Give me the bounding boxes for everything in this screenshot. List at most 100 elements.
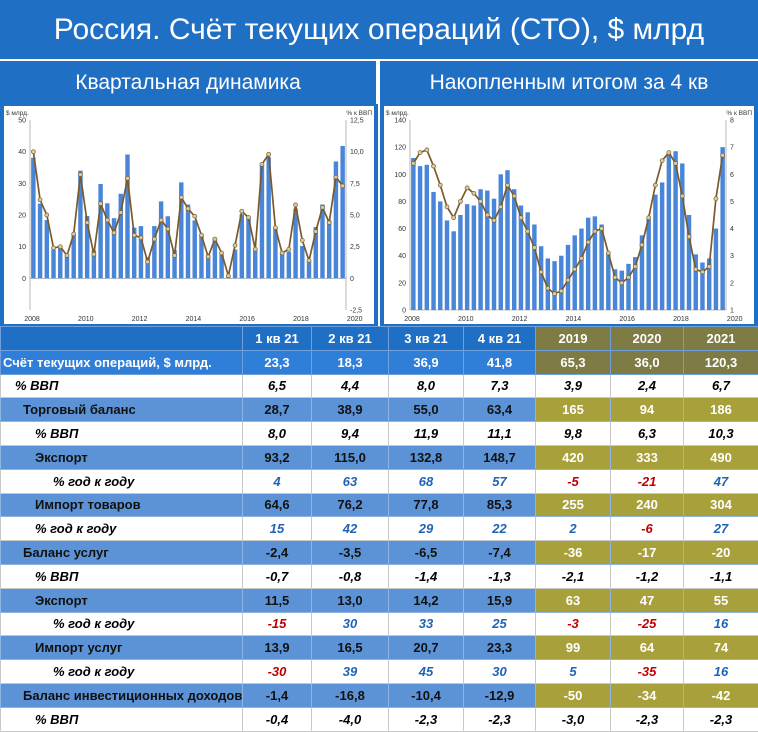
table-cell: 99 — [536, 636, 611, 660]
table-cell: -15 — [243, 612, 312, 636]
table-cell: 9,4 — [312, 422, 389, 446]
y-axis-title: $ млрд. — [386, 110, 409, 117]
series-marker — [647, 216, 651, 220]
chart-bar — [512, 189, 516, 310]
table-cell: 6,7 — [684, 374, 758, 398]
series-marker — [260, 162, 264, 166]
table-cell: 39 — [312, 660, 389, 684]
x-tick-label: 2008 — [24, 316, 40, 323]
chart-bar — [31, 158, 35, 279]
table-cell: 57 — [464, 469, 536, 493]
x-tick-label: 2018 — [673, 316, 689, 323]
series-marker — [425, 148, 429, 152]
series-marker — [125, 176, 129, 180]
table-cell: -0,4 — [243, 707, 312, 731]
chart-bar — [552, 261, 556, 310]
chart-bar — [280, 253, 284, 279]
table-cell: 22 — [464, 517, 536, 541]
chart-bar — [431, 192, 435, 310]
table-cell: -6,5 — [389, 541, 464, 565]
table-cell: -7,4 — [464, 541, 536, 565]
table-cell: 8,0 — [389, 374, 464, 398]
series-marker — [667, 151, 671, 155]
table-row: Баланс инвестиционных доходов-1,4-16,8-1… — [1, 683, 758, 707]
chart-bar — [45, 220, 49, 278]
x-tick-label: 2016 — [239, 316, 255, 323]
table-cell: -6 — [611, 517, 684, 541]
table-cell: 165 — [536, 398, 611, 422]
chart-bar — [139, 226, 143, 278]
table-cell: 38,9 — [312, 398, 389, 422]
table-cell: 132,8 — [389, 445, 464, 469]
table-cell: 120,3 — [684, 350, 758, 374]
chart-bar — [626, 264, 630, 310]
y-tick-label: 20 — [18, 213, 26, 220]
series-marker — [45, 213, 49, 217]
series-marker — [146, 260, 150, 264]
table-cell: -2,3 — [684, 707, 758, 731]
x-tick-label: 2016 — [619, 316, 635, 323]
series-marker — [199, 233, 203, 237]
series-marker — [65, 254, 69, 258]
series-marker — [78, 172, 82, 176]
table-cell: -2,4 — [243, 541, 312, 565]
series-marker — [58, 245, 62, 249]
table-cell: -5 — [536, 469, 611, 493]
series-marker — [139, 236, 143, 240]
chart-bar — [646, 219, 650, 310]
left-chart-subtitle: Квартальная динамика — [0, 61, 378, 104]
series-marker — [512, 194, 516, 198]
table-cell: 6,3 — [611, 422, 684, 446]
chart-bar — [653, 195, 657, 310]
table-cell: 11,9 — [389, 422, 464, 446]
table-cell: 14,2 — [389, 588, 464, 612]
table-cell: -1,3 — [464, 564, 536, 588]
x-tick-label: 2010 — [458, 316, 474, 323]
chart-bar — [485, 191, 489, 310]
table-cell: 148,7 — [464, 445, 536, 469]
y2-tick-label: 12,5 — [350, 118, 364, 125]
series-marker — [579, 256, 583, 260]
table-header-cell: 2020 — [611, 327, 684, 351]
series-marker — [492, 218, 496, 222]
table-cell: 9,8 — [536, 422, 611, 446]
table-cell: -2,3 — [389, 707, 464, 731]
table-cell: 240 — [611, 493, 684, 517]
table-cell: -2,3 — [611, 707, 684, 731]
chart-bar — [240, 214, 244, 278]
table-row: % ВВП-0,4-4,0-2,3-2,3-3,0-2,3-2,3 — [1, 707, 758, 731]
cumulative-chart: $ млрд.% к ВВП02040608010012014012345678… — [384, 106, 754, 324]
series-marker — [112, 231, 116, 235]
table-header-cell: 4 кв 21 — [464, 327, 536, 351]
table-cell: 333 — [611, 445, 684, 469]
series-marker — [660, 159, 664, 163]
series-marker — [452, 216, 456, 220]
series-marker — [553, 292, 557, 296]
y2-tick-label: 7 — [730, 145, 734, 152]
table-cell: 30 — [464, 660, 536, 684]
table-header-cell: 2 кв 21 — [312, 327, 389, 351]
y-tick-label: 40 — [18, 149, 26, 156]
table-cell: 55 — [684, 588, 758, 612]
page-title: Россия. Счёт текущих операций (СТО), $ м… — [0, 0, 758, 61]
series-marker — [721, 153, 725, 157]
y-tick-label: 50 — [18, 118, 26, 125]
series-marker — [38, 198, 42, 202]
series-marker — [680, 194, 684, 198]
table-cell: -10,4 — [389, 683, 464, 707]
table-cell: 8,0 — [243, 422, 312, 446]
series-marker — [438, 183, 442, 187]
table-cell: -17 — [611, 541, 684, 565]
table-header-cell: 2021 — [684, 327, 758, 351]
series-marker — [119, 210, 123, 214]
table-cell: 16 — [684, 660, 758, 684]
row-label: % год к году — [1, 469, 243, 493]
